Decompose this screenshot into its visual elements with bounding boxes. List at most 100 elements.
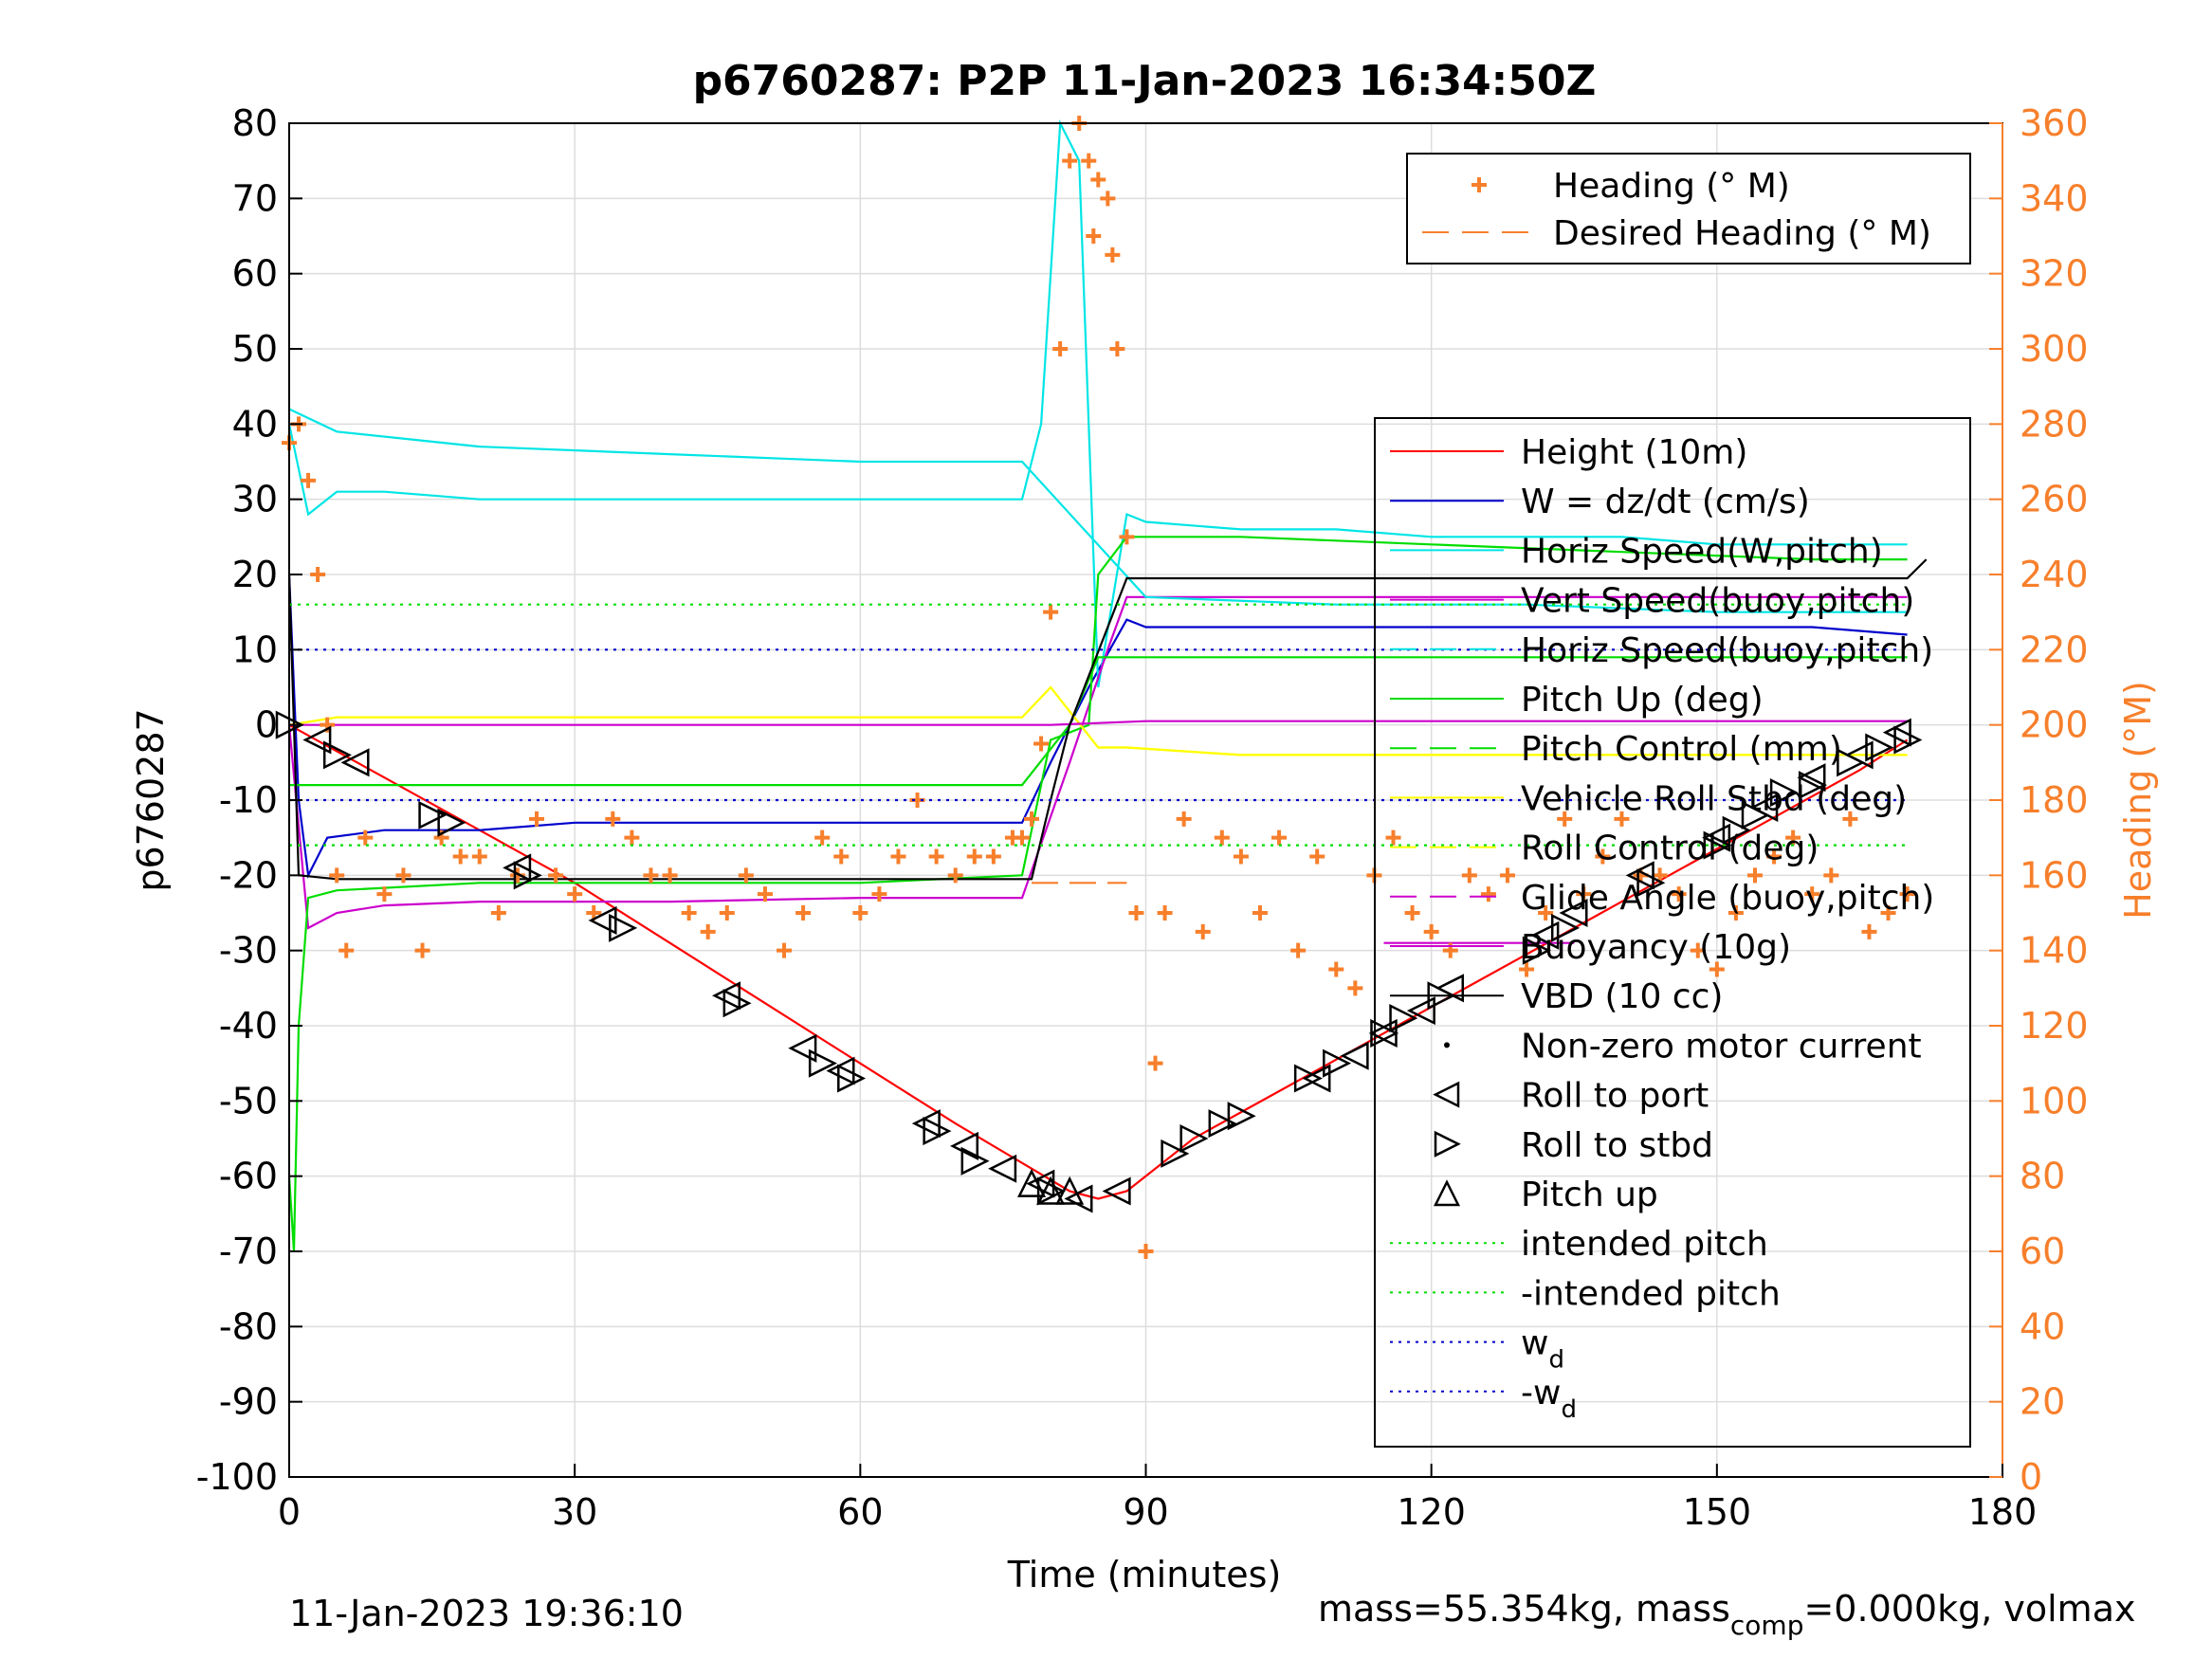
legend-main-label: Non-zero motor current [1521, 1027, 1922, 1066]
legend-main-label: W = dz/dt (cm/s) [1521, 483, 1810, 521]
left-axis-ticks: 80 70 60 50 40 30 20 10 0 -10 -20 -30 -40 -50 -60 -70 -8… [196, 102, 302, 1498]
roll-to-stbd-marker [1741, 800, 1770, 830]
roll-to-stbd-marker [513, 861, 542, 890]
series-heading-m-point [966, 848, 982, 865]
series-heading-m-point [1880, 905, 1896, 921]
legend-main-label-sub: d [1561, 1395, 1577, 1424]
series-heading-m-point [452, 848, 468, 865]
series-heading-m-point [1690, 942, 1706, 958]
roll-to-stbd-marker [1722, 815, 1751, 845]
roll-to-port-marker [302, 725, 332, 755]
left-tick-label: 50 [232, 328, 278, 370]
legend-main-label-text: Roll Control (deg) [1521, 830, 1819, 868]
roll-to-stbd-marker [322, 740, 352, 770]
legend-main-label: -intended pitch [1521, 1274, 1781, 1313]
legend-main-symbol [1433, 1081, 1460, 1108]
series-heading-m-point [871, 886, 887, 902]
series-heading-m-point [1214, 830, 1230, 846]
series-heading-m-point [1062, 153, 1078, 169]
series-heading-m-point [833, 848, 850, 865]
series-heading-m-point [1423, 923, 1439, 939]
series-heading-m-point [1671, 886, 1687, 902]
roll-to-port-marker [1064, 1184, 1093, 1213]
legend-main-label: Pitch Control (mm) [1521, 730, 1842, 769]
series-heading-m-point [376, 886, 393, 902]
legend-main-label-text: Height (10m) [1521, 433, 1747, 472]
x-axis-label: Time (minutes) [1007, 1554, 1282, 1595]
right-tick-label: 340 [2020, 177, 2089, 219]
footer-mass: mass=55.354kg, masscomp=0.000kg, volmax [1318, 1588, 2135, 1641]
roll-to-port-marker [988, 1154, 1017, 1183]
series-heading-m-point [985, 848, 1001, 865]
roll-to-stbd-marker [609, 913, 638, 942]
series-heading-m-point [1557, 811, 1573, 827]
legend-main-label: Roll to port [1521, 1077, 1709, 1116]
legend-main-label: Height (10m) [1521, 433, 1747, 472]
left-tick-label: -50 [219, 1080, 278, 1121]
roll-to-port-marker [788, 1033, 817, 1063]
x-tick-label: 0 [278, 1491, 301, 1533]
series-heading-m-point [1823, 867, 1839, 884]
roll-to-port-marker [1625, 861, 1654, 890]
left-tick-label: -40 [219, 1005, 278, 1047]
series-glide-angle-buoy-pitch-line [289, 720, 1908, 726]
left-tick-label: -60 [219, 1156, 278, 1197]
series-heading-m-point [1461, 867, 1477, 884]
series-heading-m-point [567, 886, 583, 902]
chart-title: p6760287: P2P 11-Jan-2023 16:34:50Z [693, 57, 1597, 105]
grid [288, 122, 2003, 1478]
roll-to-stbd-marker [1161, 1139, 1190, 1168]
series-pitch-up-deg-line [287, 536, 1908, 1252]
roll-to-stbd-marker [1865, 733, 1894, 762]
x-tick-label: 120 [1397, 1491, 1466, 1533]
series-heading-m-point [795, 905, 812, 921]
series-heading-m-point [1290, 942, 1307, 958]
series-heading-m-point [662, 867, 678, 884]
left-tick-label: 60 [232, 253, 278, 295]
series-heading-m-point [301, 472, 317, 488]
series-heading-m-point [1309, 848, 1325, 865]
legend-main-symbol [1444, 1042, 1450, 1048]
x-tick-label: 30 [552, 1491, 597, 1533]
roll-to-port-marker [1102, 1176, 1131, 1206]
legend-main-label-text: Non-zero motor current [1521, 1027, 1922, 1066]
series-heading-m-point [1081, 153, 1097, 169]
roll-to-port-marker [503, 853, 532, 883]
roll-to-stbd-marker [1389, 1004, 1418, 1033]
series-heading-m-point [814, 830, 831, 846]
series-heading-m-point [719, 905, 735, 921]
left-tick-label: -30 [219, 930, 278, 972]
legend-main-label: -wd [1521, 1374, 1577, 1424]
legend-main-label-text: Glide Angle (buoy,pitch) [1521, 879, 1934, 918]
series-heading-m-point [1899, 886, 1915, 902]
left-tick-label: -70 [219, 1231, 278, 1272]
legend-main-label: Buoyancy (10g) [1521, 928, 1791, 967]
right-tick-label: 60 [2020, 1231, 2065, 1272]
left-tick-label: 10 [232, 629, 278, 670]
footer-mass-sub: comp [1730, 1610, 1804, 1641]
series-heading-m-point [1119, 529, 1135, 545]
series-heading-m-point [1519, 961, 1535, 977]
legend-main-label-text: VBD (10 cc) [1521, 977, 1723, 1016]
series-heading-m-point [414, 942, 430, 958]
left-tick-label: -90 [219, 1381, 278, 1423]
legend-main-label-text: Roll to port [1521, 1077, 1709, 1116]
x-tick-label: 60 [837, 1491, 883, 1533]
legend-main-label-text: Pitch Up (deg) [1521, 681, 1764, 720]
series-heading-m-point [1728, 905, 1744, 921]
series-heading-m-point [681, 905, 697, 921]
right-tick-label: 80 [2020, 1156, 2065, 1197]
left-tick-label: 40 [232, 403, 278, 445]
series-heading-m-point [1195, 923, 1211, 939]
left-tick-label: 70 [232, 177, 278, 219]
roll-to-port-marker [340, 748, 370, 777]
legend-heading-label: Heading (° M) [1553, 167, 1790, 206]
series-heading-m-point [1804, 886, 1820, 902]
series-heading-m-point [1271, 830, 1288, 846]
roll-to-stbd-marker [418, 800, 448, 830]
roll-to-port-marker [1882, 718, 1911, 747]
series-heading-m-point [1252, 905, 1268, 921]
series-heading-m-point [338, 942, 355, 958]
series-heading-m-point [605, 811, 621, 827]
